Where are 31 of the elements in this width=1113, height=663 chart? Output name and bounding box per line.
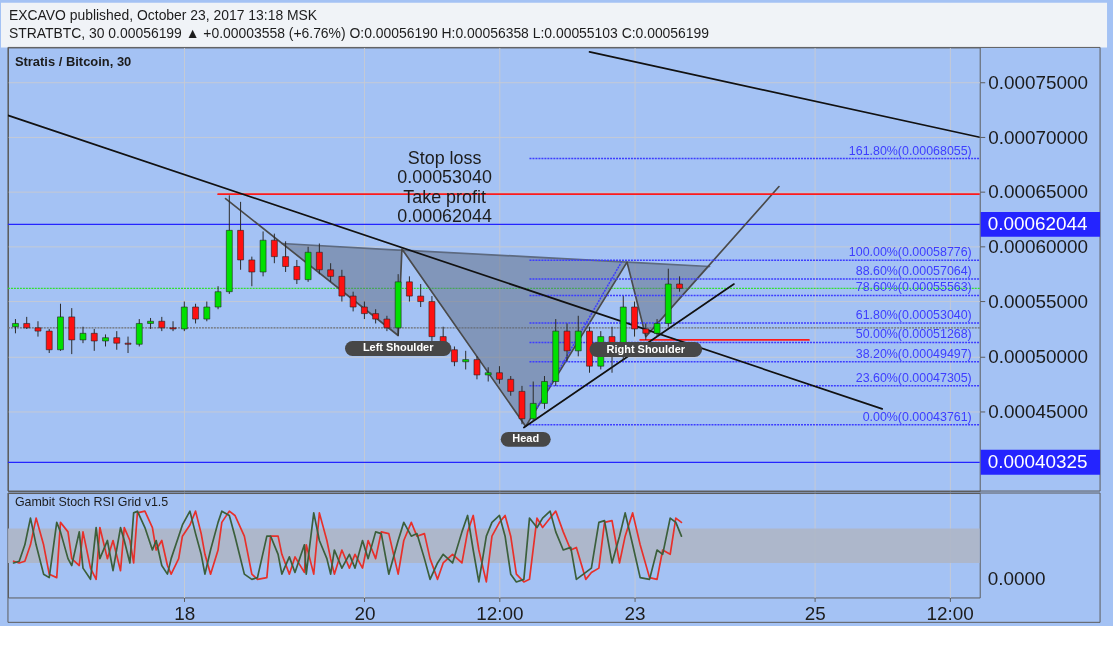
text: EXCAVO published, October 23, 2017 13:18 MSK (8, 6, 318, 23)
x-tick-label: 25 (804, 602, 826, 624)
ref-line-label: 0.00062044 (987, 213, 1088, 235)
series-label: 0.00%(0.00043761) (862, 409, 972, 424)
x-tick-label: 23 (624, 602, 646, 624)
y-tick-label: 0.00045000 (988, 400, 1088, 422)
x-tick-label: 12:00 (476, 602, 524, 624)
series-label: 88.60%(0.00057064) (855, 263, 972, 278)
series-label: 38.20%(0.00049497) (855, 346, 972, 361)
chart-title: Gambit Stoch RSI Grid v1.5 (14, 494, 169, 509)
x-tick-label: 12:00 (926, 602, 974, 624)
text: Stratis / Bitcoin, 30 (14, 54, 132, 70)
text: 0.0000 (987, 567, 1046, 589)
y-tick-label: 0.00055000 (988, 291, 1088, 313)
series-label: 50.00%(0.00051268) (855, 327, 972, 342)
series-label: 161.80%(0.00068055) (848, 143, 972, 158)
x-tick-label: 20 (354, 602, 376, 624)
annotation: Right Shoulder (606, 342, 686, 355)
y-tick-label: 0.00065000 (988, 181, 1088, 203)
y-tick-label: 0.00060000 (988, 236, 1088, 258)
series-label: 100.00%(0.00058776) (848, 245, 972, 260)
annotation: Head (512, 432, 540, 445)
annotation: Left Shoulder (362, 341, 435, 354)
y-tick-label: 0.00050000 (988, 345, 1088, 367)
y-tick-label: 0.00075000 (988, 71, 1088, 93)
x-tick-label: 18 (174, 602, 196, 624)
series-label: 23.60%(0.00047305) (855, 370, 972, 385)
series-label: 61.80%(0.00053040) (855, 308, 972, 323)
text: STRATBTC, 30 0.00056199 ▲ +0.00003558 (+6.76%) O:0.00056190 H:0.00056358 L:0.00055103 C:0.00056199 (8, 25, 710, 42)
ref-line-label: 0.00040325 (987, 451, 1088, 473)
y-tick-label: 0.00070000 (988, 126, 1088, 148)
